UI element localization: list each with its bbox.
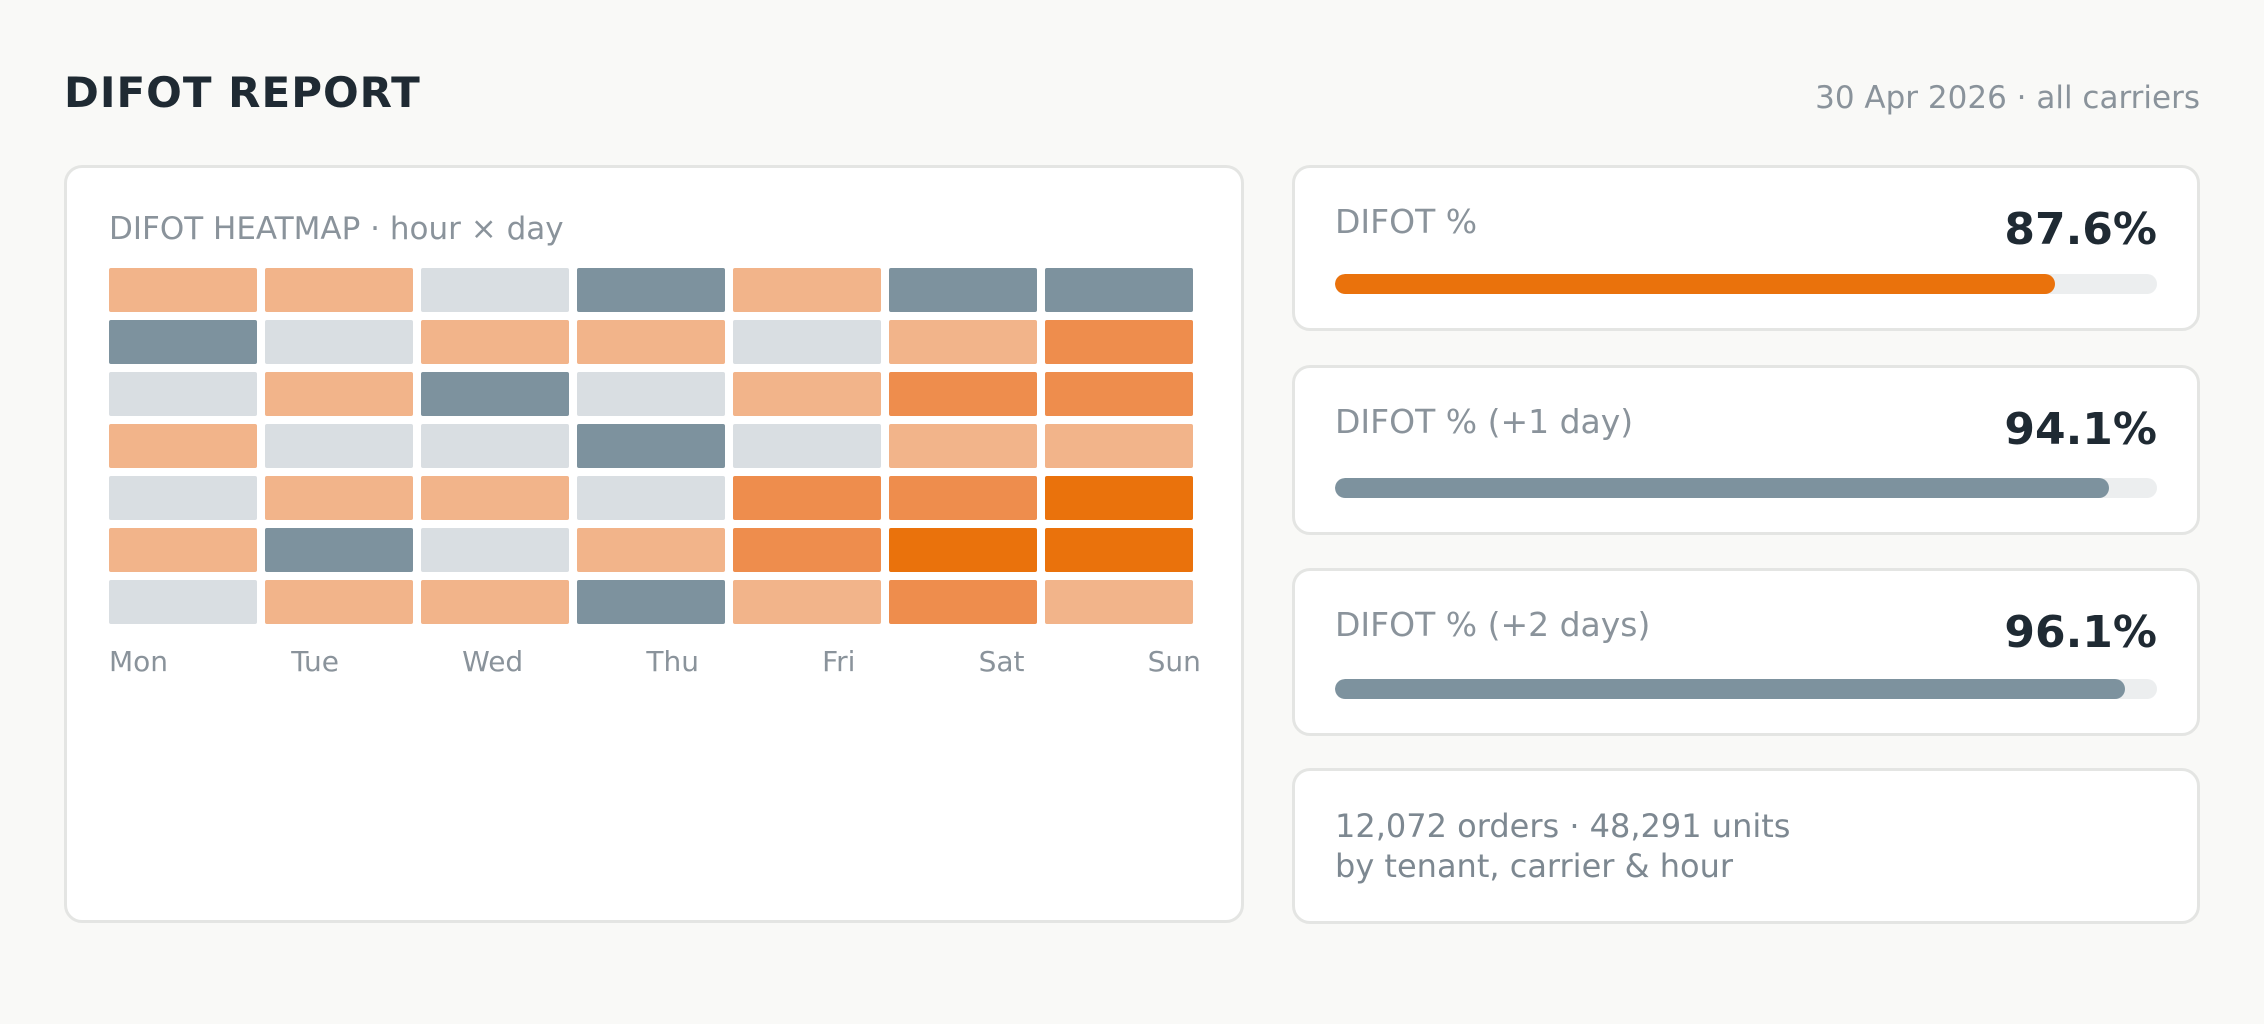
- day-label-fri: Fri: [822, 645, 856, 678]
- heatmap-cell: [577, 528, 725, 572]
- heatmap-cell: [577, 372, 725, 416]
- heatmap-cell: [889, 320, 1037, 364]
- heatmap-cell: [889, 580, 1037, 624]
- heatmap-cell: [1045, 476, 1193, 520]
- heatmap-cell: [109, 528, 257, 572]
- heatmap-cell: [265, 476, 413, 520]
- heatmap-cell: [109, 320, 257, 364]
- heatmap-title: DIFOT HEATMAP · hour × day: [109, 211, 564, 247]
- heatmap-cell: [265, 580, 413, 624]
- heatmap-cell: [733, 320, 881, 364]
- day-label-mon: Mon: [109, 645, 169, 678]
- heatmap-card: DIFOT HEATMAP · hour × day Mon Tue Wed Thu F…: [64, 165, 1244, 923]
- heatmap-cell: [577, 580, 725, 624]
- heatmap-cell: [109, 476, 257, 520]
- heatmap-cell: [577, 268, 725, 312]
- heatmap-cell: [1045, 320, 1193, 364]
- progress-track: [1335, 274, 2157, 294]
- day-label-wed: Wed: [462, 645, 524, 678]
- heatmap-cell: [265, 372, 413, 416]
- heatmap-cell: [889, 424, 1037, 468]
- metric-value: 87.6%: [2004, 204, 2157, 255]
- heatmap-cell: [1045, 580, 1193, 624]
- heatmap-cell: [733, 424, 881, 468]
- heatmap-cell: [109, 580, 257, 624]
- metric-value: 96.1%: [2004, 607, 2157, 658]
- heatmap-cell: [733, 476, 881, 520]
- heatmap-cell: [265, 268, 413, 312]
- day-label-sun: Sun: [1147, 645, 1201, 678]
- heatmap-cell: [109, 424, 257, 468]
- heatmap-cell: [889, 528, 1037, 572]
- heatmap-cell: [1045, 528, 1193, 572]
- heatmap-cell: [733, 372, 881, 416]
- metric-value: 94.1%: [2004, 404, 2157, 455]
- summary-card: 12,072 orders · 48,291 units by tenant, …: [1292, 768, 2200, 924]
- heatmap-cell: [733, 268, 881, 312]
- heatmap-cell: [421, 476, 569, 520]
- heatmap-day-labels: Mon Tue Wed Thu Fri Sat Sun: [109, 645, 1201, 678]
- heatmap-cell: [889, 476, 1037, 520]
- metric-card-difot-plus-1-day: DIFOT % (+1 day) 94.1%: [1292, 365, 2200, 535]
- report-date-subtitle: 30 Apr 2026 · all carriers: [1815, 80, 2200, 116]
- metric-label: DIFOT % (+1 day): [1335, 402, 1634, 441]
- progress-track: [1335, 478, 2157, 498]
- heatmap-cell: [265, 424, 413, 468]
- heatmap-cell: [265, 320, 413, 364]
- heatmap-cell: [577, 424, 725, 468]
- heatmap-cell: [109, 268, 257, 312]
- heatmap-cell: [733, 528, 881, 572]
- heatmap-cell: [577, 320, 725, 364]
- heatmap-cell: [421, 424, 569, 468]
- heatmap-cell: [265, 528, 413, 572]
- day-label-sat: Sat: [978, 645, 1025, 678]
- heatmap-cell: [889, 268, 1037, 312]
- metric-label: DIFOT %: [1335, 202, 1478, 241]
- heatmap-cell: [421, 580, 569, 624]
- heatmap-cell: [421, 268, 569, 312]
- progress-fill: [1335, 274, 2056, 294]
- progress-fill: [1335, 478, 2109, 498]
- summary-orders-units: 12,072 orders · 48,291 units: [1335, 807, 1791, 845]
- heatmap-cell: [733, 580, 881, 624]
- heatmap-grid: [109, 268, 1193, 624]
- summary-breakdown: by tenant, carrier & hour: [1335, 847, 1733, 885]
- metric-label: DIFOT % (+2 days): [1335, 605, 1651, 644]
- progress-fill: [1335, 679, 2125, 699]
- progress-track: [1335, 679, 2157, 699]
- metric-card-difot-plus-2-days: DIFOT % (+2 days) 96.1%: [1292, 568, 2200, 736]
- metric-card-difot: DIFOT % 87.6%: [1292, 165, 2200, 331]
- day-label-thu: Thu: [646, 645, 699, 678]
- heatmap-cell: [421, 372, 569, 416]
- page-title: DIFOT REPORT: [64, 68, 421, 117]
- heatmap-cell: [577, 476, 725, 520]
- heatmap-cell: [1045, 268, 1193, 312]
- heatmap-cell: [109, 372, 257, 416]
- heatmap-cell: [1045, 424, 1193, 468]
- heatmap-cell: [421, 528, 569, 572]
- day-label-tue: Tue: [291, 645, 340, 678]
- heatmap-cell: [1045, 372, 1193, 416]
- heatmap-cell: [421, 320, 569, 364]
- heatmap-cell: [889, 372, 1037, 416]
